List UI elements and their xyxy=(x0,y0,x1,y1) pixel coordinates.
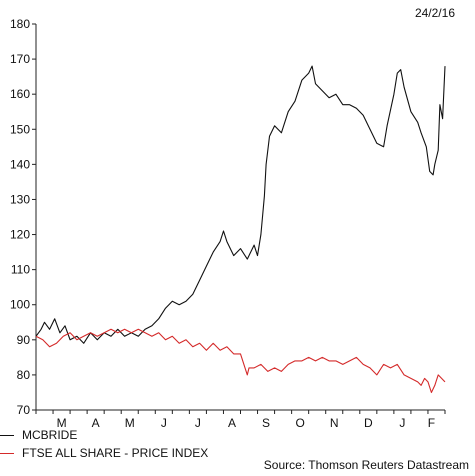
chart: 70 80 90 100 110 120 130 140 150 160 170 180 M A M J J A S… xyxy=(10,17,446,430)
legend-swatch-mcbride xyxy=(0,434,14,436)
legend-label-mcbride: MCBRIDE xyxy=(22,428,78,442)
x-tick-label: A xyxy=(228,416,236,430)
series-line-ftse xyxy=(35,328,446,394)
x-tick-label: N xyxy=(330,416,339,430)
x-tick-label: A xyxy=(92,416,100,430)
x-tick-label: M xyxy=(125,416,135,430)
y-tick-label: 180 xyxy=(10,17,30,31)
y-tick-label: 120 xyxy=(10,228,30,242)
y-tick-label: 80 xyxy=(17,368,31,382)
source-note: Source: Thomson Reuters Datastream xyxy=(263,458,469,472)
legend-item-mcbride: MCBRIDE xyxy=(0,428,77,442)
x-tick-label: D xyxy=(364,416,373,430)
series-line-mcbride xyxy=(35,65,446,344)
y-tick-label: 170 xyxy=(10,52,30,66)
legend-swatch-ftse xyxy=(0,452,14,454)
y-tick-label: 150 xyxy=(10,122,30,136)
y-tick-label: 140 xyxy=(10,157,30,171)
y-tick-label: 100 xyxy=(10,298,30,312)
y-tick-label: 110 xyxy=(11,263,30,277)
y-tick-label: 160 xyxy=(10,87,30,101)
x-tick-label: J xyxy=(195,416,201,430)
x-tick-label: O xyxy=(295,416,304,430)
date-label: 24/2/16 xyxy=(414,6,455,20)
x-tick-label: J xyxy=(161,416,167,430)
x-tick-label: M xyxy=(57,416,67,430)
x-tick-label: F xyxy=(428,416,435,430)
y-tick-label: 130 xyxy=(10,192,30,206)
x-tick-label: S xyxy=(262,416,270,430)
y-tick-label: 70 xyxy=(17,403,31,417)
legend-label-ftse: FTSE ALL SHARE - PRICE INDEX xyxy=(22,446,209,460)
legend-item-ftse: FTSE ALL SHARE - PRICE INDEX xyxy=(0,446,208,460)
y-tick-label: 90 xyxy=(17,333,31,347)
x-tick-label: J xyxy=(399,416,405,430)
